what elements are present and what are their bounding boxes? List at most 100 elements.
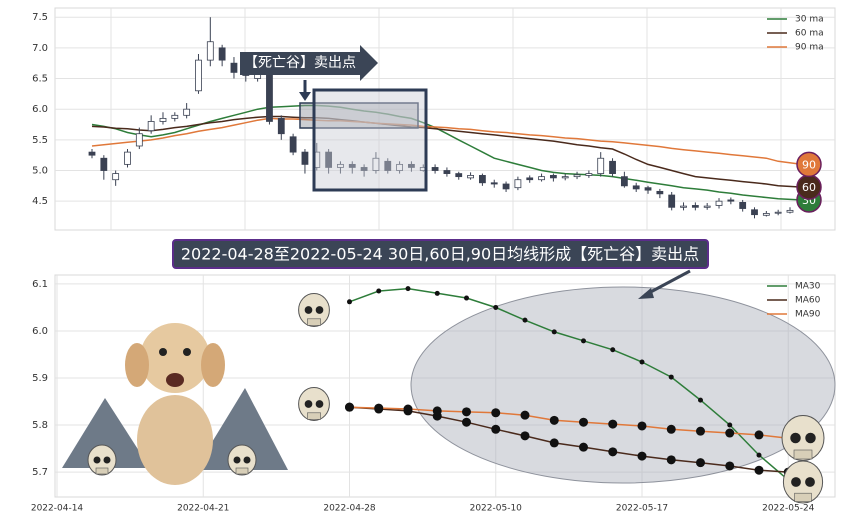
candle-body — [502, 183, 510, 190]
ma-point — [610, 347, 616, 353]
candle-body — [289, 136, 297, 153]
skull-eye — [315, 400, 324, 408]
x-tick-label: 2022-04-14 — [31, 504, 84, 514]
mountain — [62, 398, 150, 468]
candle-body — [360, 167, 368, 171]
ma-line — [91, 115, 803, 188]
ma-point — [639, 359, 645, 365]
ma-line — [91, 104, 803, 201]
y-tick-label: 5.5 — [32, 135, 48, 146]
skull — [87, 444, 117, 476]
skull-eye — [103, 456, 111, 464]
candle-body — [206, 41, 214, 61]
ma-point — [725, 461, 735, 471]
ma-point — [347, 299, 352, 305]
candle-body — [372, 157, 380, 171]
candle-body — [266, 71, 273, 122]
banner-box — [172, 239, 709, 269]
y-tick-label: 5.7 — [32, 467, 48, 478]
ma-point — [405, 286, 411, 292]
candle-body — [656, 190, 664, 195]
decoration — [62, 293, 825, 504]
candle-body — [135, 133, 143, 147]
skull — [782, 460, 824, 504]
pointer-head — [299, 92, 311, 101]
ma-point — [608, 447, 618, 457]
skull-eye — [790, 432, 801, 444]
ma-badge-label: 60 — [802, 181, 816, 194]
dog-head — [140, 323, 210, 393]
skull — [227, 444, 257, 476]
ma-point — [491, 424, 501, 434]
banner: 2022-04-28至2022-05-24 30日,60日,90日均线形成【死亡… — [172, 239, 709, 299]
skull-eye — [315, 306, 324, 314]
candle-body — [727, 199, 735, 202]
candle-body — [443, 170, 451, 174]
ma-point — [520, 410, 530, 420]
candle-body — [762, 213, 770, 216]
candle-body — [147, 121, 155, 132]
ma-point — [637, 421, 647, 431]
banner-pointer-head — [638, 288, 654, 299]
ma-point — [549, 415, 559, 425]
annotation-arrow — [240, 45, 378, 81]
legend-label: 30 ma — [795, 15, 824, 25]
candle-body — [668, 194, 676, 208]
ma-point — [403, 404, 413, 414]
skull-eye — [243, 456, 251, 464]
candle-body — [632, 185, 640, 190]
candle-body — [751, 209, 758, 216]
candle-body — [230, 62, 238, 73]
skull-teeth — [307, 318, 321, 326]
ma-point — [666, 455, 676, 465]
candle-body — [195, 59, 202, 92]
candle-body — [455, 173, 463, 178]
ma-point — [376, 288, 382, 294]
candle-body — [538, 176, 545, 181]
ma-point — [756, 452, 762, 458]
ma-point — [668, 374, 674, 380]
ma-point — [551, 329, 557, 335]
legend-label: MA90 — [795, 310, 821, 320]
dog-body — [137, 395, 213, 485]
plot-area — [54, 7, 836, 231]
legend-label: 90 ma — [795, 43, 824, 53]
skull-eye — [304, 306, 313, 314]
candle-body — [526, 177, 534, 181]
candle-body — [703, 205, 711, 208]
candle-body — [124, 151, 131, 165]
dog-mouth — [166, 373, 184, 387]
candle-body — [277, 117, 285, 135]
candle-body — [301, 151, 309, 165]
skull-teeth — [793, 449, 813, 460]
skull-eye — [805, 432, 816, 444]
ma-point — [434, 290, 440, 296]
ma-line — [349, 406, 789, 473]
candle-body — [112, 173, 120, 181]
ma-point — [754, 430, 764, 440]
annotation-text: 【死亡谷】卖出点 — [244, 55, 356, 71]
skull — [298, 293, 330, 327]
skull-eye — [93, 456, 101, 464]
candle-body — [620, 176, 628, 187]
y-tick-label: 6.1 — [32, 279, 48, 290]
x-tick-label: 2022-04-28 — [323, 504, 376, 514]
ma-point — [725, 428, 735, 438]
candle-body — [171, 114, 179, 119]
skull-eye — [304, 400, 313, 408]
highlight-box — [312, 88, 428, 192]
ma-point — [493, 304, 499, 310]
candle-body — [218, 47, 226, 61]
skull-teeth — [307, 412, 321, 420]
ma-point — [666, 424, 676, 434]
ma-point — [608, 419, 618, 429]
candle-body — [183, 108, 191, 116]
ma-point — [374, 403, 384, 413]
ma-point — [432, 406, 442, 416]
y-tick-label: 6.5 — [32, 74, 48, 85]
candle-body — [739, 202, 747, 209]
x-tick-label: 2022-05-10 — [470, 504, 523, 514]
mountain — [195, 388, 288, 470]
